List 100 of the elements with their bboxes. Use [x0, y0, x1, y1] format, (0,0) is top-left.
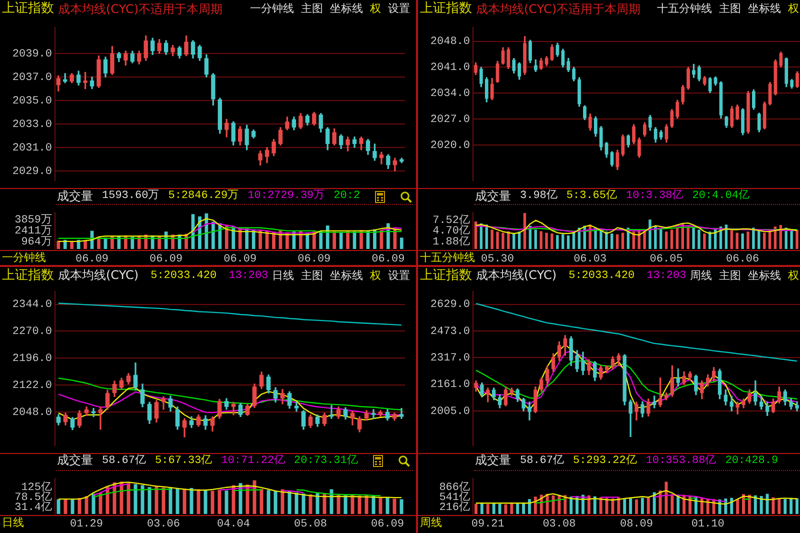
bar	[766, 494, 769, 514]
bar	[648, 220, 652, 249]
text: 10:71.22亿	[221, 454, 286, 468]
bar	[312, 232, 316, 249]
text: 周线	[690, 268, 712, 282]
bar	[772, 497, 775, 514]
bar	[78, 498, 82, 514]
bar	[796, 230, 798, 249]
x-tick-label: 04.04	[216, 518, 250, 531]
text: 设置	[388, 2, 410, 16]
bar	[741, 234, 744, 249]
bar	[344, 495, 348, 514]
bar	[556, 235, 559, 249]
text: 10:3.38亿	[626, 190, 684, 203]
text: 主图	[301, 268, 323, 282]
y-tick-label: 2037.0	[12, 72, 52, 84]
bar	[504, 504, 508, 514]
y-tick-label: 2027.0	[430, 114, 470, 126]
bar	[266, 490, 270, 514]
bar	[640, 498, 644, 514]
bar	[84, 496, 88, 514]
y-tick-label: 2161.0	[430, 379, 470, 392]
chart-title: 上证指数	[420, 1, 472, 17]
bar	[400, 499, 404, 514]
candlestick	[371, 409, 376, 419]
bar	[176, 488, 180, 514]
bar	[510, 503, 514, 514]
bar	[98, 492, 102, 514]
chart-title: 成交量	[475, 188, 511, 204]
bar	[617, 497, 620, 514]
y-tick-label: 2048.0	[430, 36, 470, 48]
text: 坐标线	[748, 268, 781, 282]
bar	[474, 504, 478, 514]
y-tick-label: 2122.0	[12, 380, 52, 392]
bar	[258, 230, 262, 249]
bar	[140, 485, 144, 514]
bar	[162, 488, 166, 514]
bar	[274, 490, 278, 514]
bar	[280, 489, 284, 514]
bar	[610, 234, 614, 249]
text: 权	[788, 268, 799, 282]
bar	[358, 496, 362, 514]
x-tick-label: 06.09	[372, 254, 405, 266]
bar	[400, 238, 404, 249]
y-tick-label: 2473.0	[430, 326, 470, 338]
x-tick-label: 06.05	[650, 254, 683, 266]
x-tick-label: 01.10	[691, 518, 724, 531]
bar	[84, 240, 87, 249]
y-tick-label: 2196.0	[12, 353, 52, 366]
bar	[790, 498, 793, 514]
bar	[545, 232, 548, 249]
bar	[760, 496, 763, 514]
chart-title: 成交量	[57, 188, 93, 204]
text: 20:2	[334, 190, 360, 203]
bar	[784, 499, 787, 514]
bar	[211, 222, 215, 249]
bar	[790, 230, 793, 249]
text: 1593.60万	[102, 190, 160, 203]
text: 主图	[301, 2, 323, 16]
bar	[92, 494, 96, 514]
y-tick-label: 1.88亿	[432, 236, 470, 249]
bar	[646, 497, 650, 514]
text: 十五分钟线	[657, 2, 712, 16]
bar	[762, 232, 766, 249]
bar	[322, 494, 326, 514]
bar	[330, 489, 334, 514]
bar	[496, 232, 499, 249]
text: 设置	[388, 268, 410, 282]
text: 20:428.9	[725, 454, 778, 468]
bar	[742, 494, 745, 514]
chart-title: 成交量	[57, 453, 93, 468]
x-tick-label: 06.09	[224, 254, 257, 266]
y-tick-label: 964万	[21, 236, 52, 249]
bar	[654, 226, 657, 249]
bar	[64, 498, 68, 514]
chart-subtitle: 成本均线(CYC)不适用于本周期	[476, 2, 641, 16]
bar	[748, 494, 751, 514]
bar	[621, 232, 624, 249]
bar	[698, 230, 700, 249]
bar	[611, 498, 614, 514]
x-tick-label: 09.21	[471, 518, 505, 531]
bar	[658, 490, 662, 514]
text: 10:353.88亿	[646, 454, 716, 468]
bar	[670, 230, 674, 249]
y-tick-label: 2344.0	[12, 299, 52, 312]
bar	[56, 240, 60, 249]
bar	[736, 499, 740, 514]
text: 权	[370, 268, 381, 282]
y-tick-label: 2039.0	[12, 48, 52, 60]
bar	[204, 490, 208, 514]
y-tick-label: 2029.0	[12, 166, 52, 178]
bar	[252, 480, 256, 514]
bar	[522, 503, 526, 514]
y-tick-label: 2035.0	[12, 95, 52, 108]
x-tick-label: 05.30	[480, 254, 514, 266]
text: 13:203	[646, 270, 686, 282]
bar	[224, 490, 228, 514]
bar	[386, 498, 390, 514]
bar	[486, 504, 490, 514]
x-tick-label: 06.09	[76, 254, 109, 266]
